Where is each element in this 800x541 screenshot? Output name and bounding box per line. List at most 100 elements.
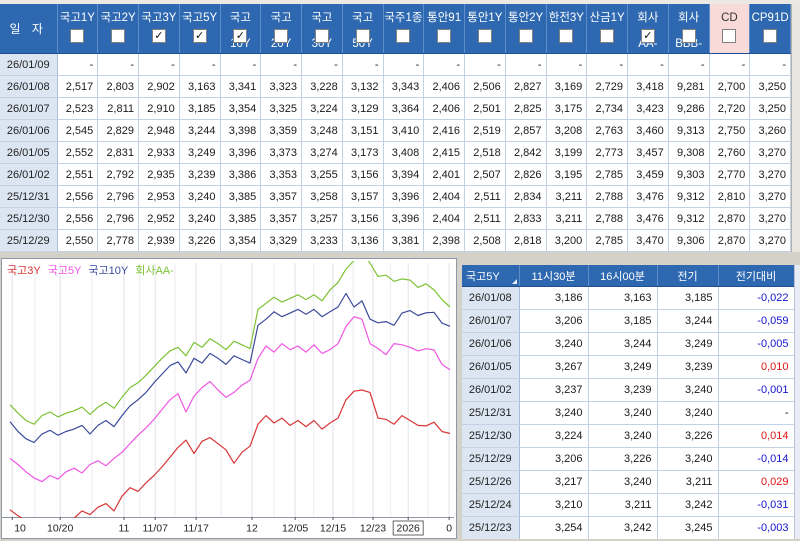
checked-checkbox-icon[interactable]: ✓: [233, 28, 248, 43]
date-cell: 25/12/30: [0, 207, 58, 230]
date-column-header[interactable]: 일 자: [0, 4, 58, 54]
rates-row[interactable]: 26/01/06 2,545 2,829 2,948 3,244 3,398 3,359 3,…: [0, 119, 791, 142]
unchecked-checkbox-icon[interactable]: [600, 28, 615, 43]
rates-row[interactable]: 26/01/09- - - - - - - - - - - - - - - - - -: [0, 53, 791, 76]
detail-row[interactable]: 25/12/29 3,206 3,226 3,240 -0,014: [462, 447, 794, 471]
rate-cell: 3,396: [383, 185, 425, 208]
unchecked-checkbox-icon[interactable]: [314, 28, 329, 43]
rates-row[interactable]: 25/12/30 2,556 2,796 2,952 3,240 3,385 3,357 3,…: [0, 207, 791, 230]
value-1600-cell: 3,249: [588, 355, 658, 379]
previous-cell: 3,239: [657, 355, 719, 379]
unchecked-checkbox-icon[interactable]: [559, 28, 574, 43]
column-header-14[interactable]: 산금1Y: [586, 4, 628, 54]
rate-cell: 3,385: [220, 185, 262, 208]
column-header-15[interactable]: 회사AA- ✓: [627, 4, 669, 54]
column-header-6[interactable]: 국고20Y: [260, 4, 302, 54]
rate-cell: 9,303: [668, 163, 710, 186]
column-header-3[interactable]: 국고3Y ✓: [138, 4, 180, 54]
column-header-11[interactable]: 통안1Y: [464, 4, 506, 54]
unchecked-checkbox-icon[interactable]: [722, 28, 737, 43]
rate-cell: 3,151: [342, 119, 384, 142]
rate-cell: 3,250: [749, 97, 791, 120]
previous-cell: 3,240: [657, 401, 719, 425]
rates-table-scrollbar[interactable]: [791, 4, 800, 252]
unchecked-checkbox-icon[interactable]: [763, 28, 778, 43]
detail-column-header-5[interactable]: 전기대비: [718, 265, 794, 287]
rate-cell: 3,228: [301, 75, 343, 98]
rate-cell: 3,185: [179, 97, 221, 120]
rate-cell: 9,308: [668, 141, 710, 164]
unchecked-checkbox-icon[interactable]: [477, 28, 492, 43]
checked-checkbox-icon[interactable]: ✓: [192, 28, 207, 43]
unchecked-checkbox-icon[interactable]: [681, 28, 696, 43]
unchecked-checkbox-icon[interactable]: [111, 28, 126, 43]
yield-chart[interactable]: 10 10/20 11 11/07 11/17 12 12/05 12/15 12/23 2026…: [2, 259, 454, 536]
rates-row[interactable]: 25/12/31 2,556 2,796 2,953 3,240 3,385 3,357 3,…: [0, 185, 791, 208]
rates-row[interactable]: 26/01/05 2,552 2,831 2,933 3,249 3,396 3,373 3,…: [0, 141, 791, 164]
detail-column-header-2[interactable]: 11시30분: [519, 265, 589, 287]
column-label: 산금1Y: [589, 11, 625, 24]
rates-row[interactable]: 26/01/07 2,523 2,811 2,910 3,185 3,354 3,325 3,…: [0, 97, 791, 120]
change-cell: -0,005: [718, 332, 794, 356]
rate-cell: 2,825: [505, 97, 547, 120]
rates-row[interactable]: 25/12/29 2,550 2,778 2,939 3,226 3,354 3,329 3,…: [0, 229, 791, 252]
column-header-12[interactable]: 통안2Y: [505, 4, 547, 54]
detail-row[interactable]: 25/12/31 3,240 3,240 3,240-: [462, 401, 794, 425]
rate-cell: 3,410: [383, 119, 425, 142]
detail-column-header-4[interactable]: 전기: [657, 265, 719, 287]
detail-row[interactable]: 25/12/26 3,217 3,240 3,211 0,029: [462, 470, 794, 494]
checked-checkbox-icon[interactable]: ✓: [640, 28, 655, 43]
rate-cell: 3,394: [383, 163, 425, 186]
rate-cell: 9,312: [668, 207, 710, 230]
column-header-5[interactable]: 국고10Y ✓: [220, 4, 262, 54]
column-header-13[interactable]: 한전3Y: [546, 4, 588, 54]
column-header-16[interactable]: 회사BBB-: [668, 4, 710, 54]
unchecked-checkbox-icon[interactable]: [396, 28, 411, 43]
detail-column-header-1[interactable]: 국고5Y: [462, 265, 520, 287]
rate-cell: -: [383, 53, 425, 76]
rate-cell: 3,396: [220, 141, 262, 164]
detail-table-scrollbar[interactable]: [794, 265, 800, 539]
checked-checkbox-icon[interactable]: ✓: [151, 28, 166, 43]
rates-row[interactable]: 26/01/02 2,551 2,792 2,935 3,239 3,386 3,353 3,…: [0, 163, 791, 186]
column-header-9[interactable]: 국주1종: [383, 4, 425, 54]
unchecked-checkbox-icon[interactable]: [70, 28, 85, 43]
detail-row[interactable]: 26/01/02 3,237 3,239 3,240 -0,001: [462, 378, 794, 402]
value-1600-cell: 3,244: [588, 332, 658, 356]
rate-cell: -: [505, 53, 547, 76]
column-header-8[interactable]: 국고50Y: [342, 4, 384, 54]
rate-cell: 3,240: [179, 207, 221, 230]
rates-row[interactable]: 26/01/08 2,517 2,803 2,902 3,163 3,341 3,323 3,…: [0, 75, 791, 98]
detail-row[interactable]: 25/12/23 3,254 3,242 3,245 -0,003: [462, 516, 794, 539]
rate-cell: 2,550: [57, 229, 99, 252]
rate-cell: 3,408: [383, 141, 425, 164]
column-header-10[interactable]: 통안91: [423, 4, 465, 54]
date-cell: 26/01/02: [462, 378, 520, 402]
column-header-7[interactable]: 국고30Y: [301, 4, 343, 54]
column-header-2[interactable]: 국고2Y: [97, 4, 139, 54]
rate-cell: 2,511: [464, 185, 506, 208]
column-header-17[interactable]: CD: [709, 4, 751, 54]
detail-row[interactable]: 25/12/30 3,224 3,240 3,226 0,014: [462, 424, 794, 448]
rate-cell: 2,415: [423, 141, 465, 164]
rate-cell: 2,763: [586, 119, 628, 142]
column-header-18[interactable]: CP91D: [749, 4, 791, 54]
detail-row[interactable]: 26/01/06 3,240 3,244 3,249 -0,005: [462, 332, 794, 356]
rate-cell: 3,385: [220, 207, 262, 230]
rate-cell: 3,396: [383, 207, 425, 230]
column-header-1[interactable]: 국고1Y: [57, 4, 99, 54]
unchecked-checkbox-icon[interactable]: [274, 28, 289, 43]
detail-row[interactable]: 26/01/08 3,186 3,163 3,185 -0,022: [462, 286, 794, 310]
detail-column-header-3[interactable]: 16시00분: [588, 265, 658, 287]
unchecked-checkbox-icon[interactable]: [355, 28, 370, 43]
detail-row[interactable]: 25/12/24 3,210 3,211 3,242 -0,031: [462, 493, 794, 517]
rate-cell: 2,545: [57, 119, 99, 142]
column-header-4[interactable]: 국고5Y ✓: [179, 4, 221, 54]
rate-cell: 3,169: [546, 75, 588, 98]
rate-cell: 2,902: [138, 75, 180, 98]
yield-chart-panel[interactable]: 10 10/20 11 11/07 11/17 12 12/05 12/15 12/23 2026…: [1, 258, 457, 539]
unchecked-checkbox-icon[interactable]: [518, 28, 533, 43]
detail-row[interactable]: 26/01/07 3,206 3,185 3,244 -0,059: [462, 309, 794, 333]
unchecked-checkbox-icon[interactable]: [437, 28, 452, 43]
detail-row[interactable]: 26/01/05 3,267 3,249 3,239 0,010: [462, 355, 794, 379]
